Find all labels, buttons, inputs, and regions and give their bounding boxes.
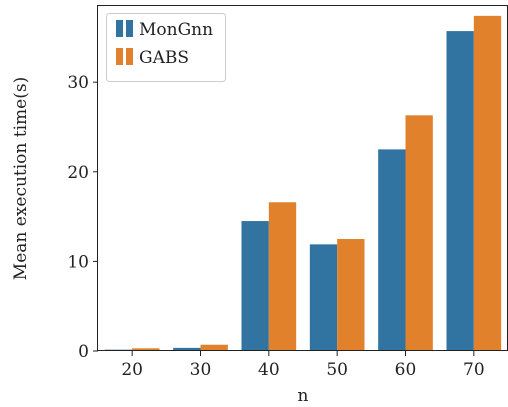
bar-gabs-30 — [200, 344, 228, 351]
legend: MonGnn GABS — [106, 13, 226, 82]
y-tick-label: 10 — [67, 252, 89, 272]
legend-swatch-mongnn-b — [126, 20, 133, 37]
y-axis-title: Mean execution time(s) — [11, 77, 31, 280]
legend-label-mongnn: MonGnn — [139, 20, 213, 40]
bar-mongnn-40 — [241, 221, 269, 351]
x-axis: 20 30 40 50 60 70 — [121, 351, 485, 380]
y-axis: 0 10 20 30 — [67, 73, 98, 362]
x-tick-label: 70 — [463, 360, 485, 380]
bar-gabs-70 — [473, 15, 502, 352]
bar-mongnn-70 — [446, 31, 474, 352]
x-tick-label: 40 — [258, 360, 280, 380]
y-tick-label: 30 — [67, 73, 89, 93]
x-tick-label: 20 — [121, 360, 143, 380]
bar-gabs-20 — [132, 348, 160, 351]
x-tick-label: 60 — [395, 360, 417, 380]
bar-gabs-40 — [268, 202, 297, 351]
bar-gabs-60 — [405, 115, 433, 351]
bar-mongnn-60 — [378, 149, 406, 351]
legend-swatch-gabs-a — [116, 48, 123, 65]
x-tick-label: 50 — [326, 360, 348, 380]
y-tick-label: 0 — [78, 342, 89, 362]
x-axis-title: n — [298, 386, 309, 406]
legend-box — [106, 13, 226, 82]
bars-layer — [104, 15, 502, 352]
legend-swatch-gabs-b — [126, 48, 133, 65]
y-tick-label: 20 — [67, 163, 89, 183]
bar-mongnn-30 — [173, 347, 201, 351]
legend-label-gabs: GABS — [139, 48, 189, 68]
legend-swatch-mongnn-a — [116, 20, 123, 37]
bar-mongnn-50 — [309, 244, 338, 351]
bar-gabs-50 — [337, 238, 365, 351]
x-tick-label: 30 — [190, 360, 212, 380]
